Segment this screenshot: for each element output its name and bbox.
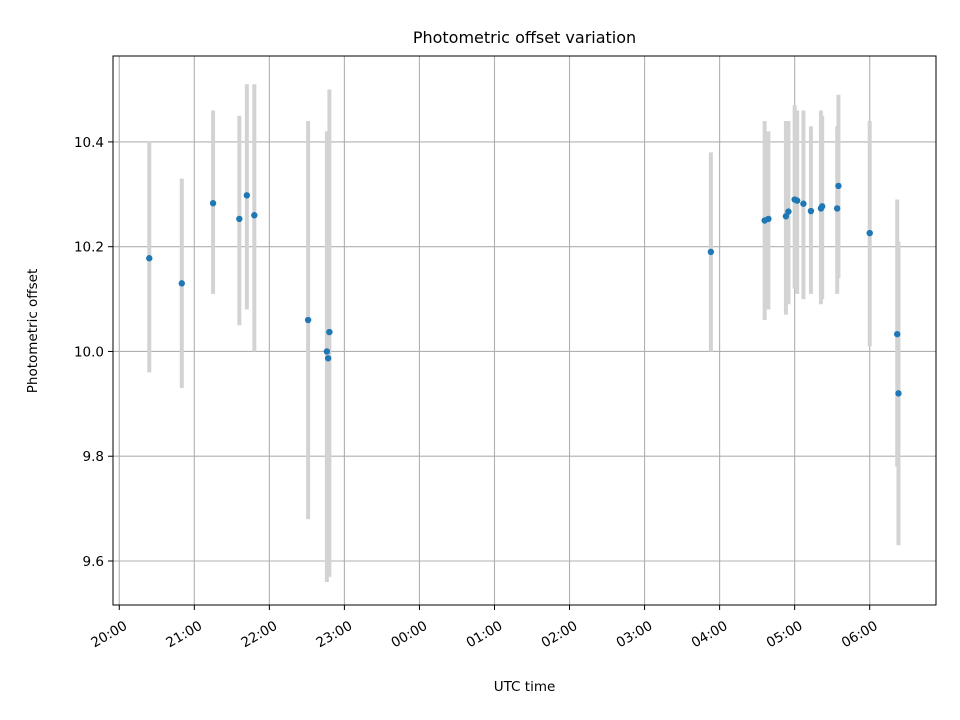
y-tick-label: 9.6 [83, 554, 104, 570]
data-point [818, 203, 826, 210]
y-tick-label: 10.2 [74, 240, 104, 256]
data-point [793, 197, 801, 204]
data-point [894, 330, 901, 338]
data-point [765, 215, 772, 223]
data-point [324, 355, 332, 362]
data-point [800, 200, 807, 207]
data-markers [146, 182, 902, 397]
data-point [251, 212, 258, 219]
data-point [236, 215, 243, 223]
data-point [895, 390, 902, 397]
y-tick-label: 10.0 [74, 344, 104, 360]
plot-frame [112, 55, 937, 606]
x-axis-label: UTC time [494, 679, 556, 695]
data-point [785, 208, 792, 215]
data-point [326, 328, 333, 336]
data-point [782, 213, 790, 220]
data-point [835, 182, 842, 190]
chart-title: Photometric offset variation [413, 28, 636, 47]
y-tick-label: 9.8 [83, 449, 104, 465]
data-point [243, 192, 251, 199]
data-point [178, 280, 185, 287]
data-point [866, 229, 873, 237]
data-point [209, 200, 217, 207]
y-tick-label: 10.4 [74, 135, 104, 151]
data-point [707, 248, 715, 256]
data-point [304, 316, 312, 324]
y-axis-ticks: 9.6 9.8 10.0 10.2 10.4 [74, 135, 113, 570]
data-point [833, 205, 841, 212]
y-axis-label: Photometric offset [25, 269, 41, 393]
data-point [323, 348, 331, 355]
data-point [807, 207, 815, 215]
data-point [146, 255, 153, 262]
